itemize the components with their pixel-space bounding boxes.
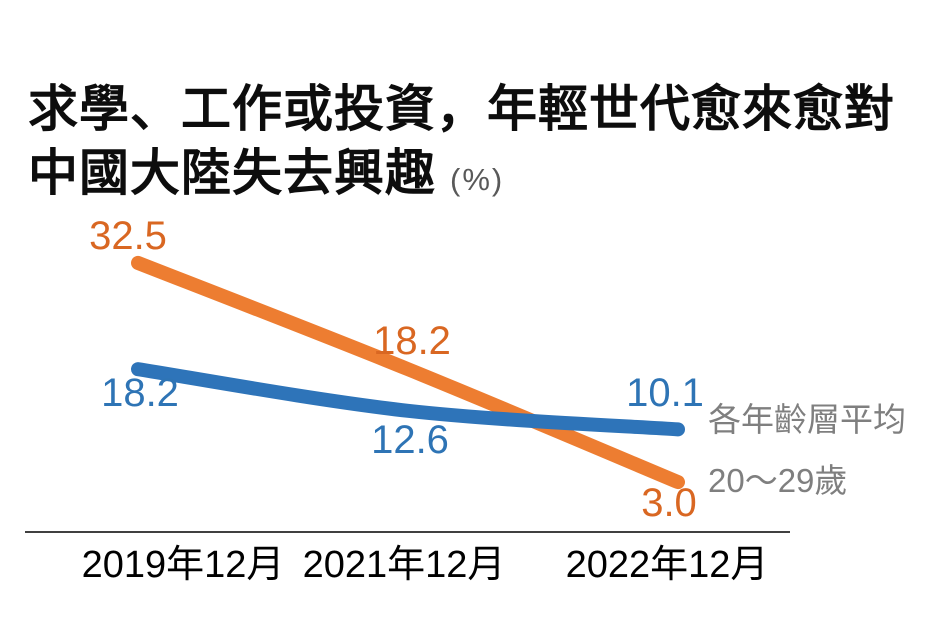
x-axis-line bbox=[25, 531, 790, 533]
data-label-average-2021: 12.6 bbox=[371, 418, 449, 462]
data-label-20-29-2019: 32.5 bbox=[89, 214, 167, 258]
data-label-20-29-2022: 3.0 bbox=[641, 481, 697, 525]
chart-title: 求學、工作或投資，年輕世代愈來愈對 中國大陸失去興趣 (%) bbox=[28, 77, 895, 212]
x-tick-2021-12: 2021年12月 bbox=[302, 544, 506, 586]
legend-all-ages-average: 各年齡層平均 bbox=[708, 401, 906, 438]
line-20-29-age-series bbox=[131, 255, 685, 490]
chart-title-line2-text: 中國大陸失去興趣 bbox=[28, 145, 436, 201]
chart-title-line2: 中國大陸失去興趣 (%) bbox=[28, 141, 895, 212]
line-all-ages-average-series bbox=[131, 362, 685, 437]
x-tick-2019-12: 2019年12月 bbox=[81, 544, 285, 586]
chart-unit-label: (%) bbox=[450, 162, 505, 197]
data-label-average-2019: 18.2 bbox=[101, 371, 179, 415]
data-label-average-2022: 10.1 bbox=[626, 371, 704, 415]
x-tick-2022-12: 2022年12月 bbox=[565, 544, 769, 586]
chart-title-line1: 求學、工作或投資，年輕世代愈來愈對 bbox=[28, 81, 895, 137]
legend-20-29-age: 20～29歲 bbox=[708, 462, 848, 499]
data-label-20-29-2021: 18.2 bbox=[373, 319, 451, 363]
